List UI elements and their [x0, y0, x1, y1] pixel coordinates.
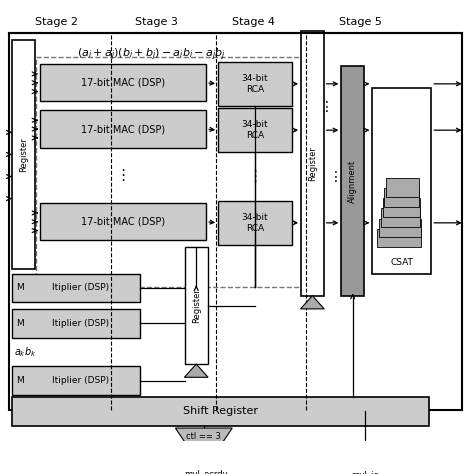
- Text: ⋮: ⋮: [320, 100, 334, 114]
- Text: ⋮: ⋮: [328, 170, 343, 183]
- Bar: [12, 366, 140, 395]
- Bar: [372, 88, 431, 273]
- Bar: [381, 209, 420, 227]
- Bar: [301, 31, 324, 296]
- Text: 17-bit MAC (DSP): 17-bit MAC (DSP): [81, 124, 165, 134]
- Bar: [12, 273, 140, 302]
- Text: 17-bit MAC (DSP): 17-bit MAC (DSP): [81, 217, 165, 227]
- Bar: [40, 203, 206, 240]
- Bar: [383, 199, 420, 217]
- Polygon shape: [184, 364, 208, 377]
- Bar: [384, 188, 419, 207]
- Bar: [40, 110, 206, 148]
- Bar: [9, 33, 462, 410]
- Bar: [36, 57, 310, 287]
- Text: Stage 5: Stage 5: [339, 17, 382, 27]
- Text: ltiplier (DSP): ltiplier (DSP): [52, 376, 109, 385]
- Text: Stage 3: Stage 3: [135, 17, 178, 27]
- Text: mul_ic: mul_ic: [351, 470, 379, 474]
- Polygon shape: [301, 296, 324, 309]
- Text: M: M: [17, 283, 24, 292]
- Text: $a_k b_k$: $a_k b_k$: [14, 345, 37, 359]
- Bar: [341, 66, 364, 296]
- Text: Alignment: Alignment: [348, 159, 357, 202]
- Text: Register: Register: [308, 146, 317, 181]
- Text: 34-bit
RCA: 34-bit RCA: [241, 213, 268, 233]
- Bar: [377, 228, 421, 247]
- Text: CSAT: CSAT: [390, 258, 413, 267]
- Text: Stage 4: Stage 4: [232, 17, 275, 27]
- Bar: [218, 62, 292, 106]
- Polygon shape: [175, 428, 232, 446]
- Bar: [218, 108, 292, 152]
- Text: Stage 2: Stage 2: [36, 17, 78, 27]
- Bar: [12, 397, 429, 426]
- Bar: [12, 309, 140, 337]
- Bar: [379, 219, 421, 237]
- Text: ltiplier (DSP): ltiplier (DSP): [52, 283, 109, 292]
- Text: Register: Register: [19, 137, 27, 172]
- Bar: [40, 64, 206, 101]
- Text: Shift Register: Shift Register: [183, 407, 258, 417]
- Text: 34-bit
RCA: 34-bit RCA: [241, 120, 268, 140]
- Text: 34-bit
RCA: 34-bit RCA: [241, 74, 268, 94]
- Text: mul_ocrdy: mul_ocrdy: [184, 470, 228, 474]
- Text: ⋮: ⋮: [116, 168, 131, 183]
- Text: 17-bit MAC (DSP): 17-bit MAC (DSP): [81, 78, 165, 88]
- Text: M: M: [17, 319, 24, 328]
- Bar: [218, 201, 292, 245]
- Text: $(a_i + a_j)(b_i + b_j) - a_ib_i - a_jb_j$: $(a_i + a_j)(b_i + b_j) - a_ib_i - a_jb_…: [77, 47, 226, 64]
- Text: ltiplier (DSP): ltiplier (DSP): [52, 319, 109, 328]
- Text: ⋮: ⋮: [247, 169, 263, 184]
- Text: M: M: [17, 376, 24, 385]
- Bar: [185, 247, 208, 364]
- Bar: [12, 40, 35, 269]
- Bar: [386, 178, 419, 197]
- Text: Register: Register: [192, 288, 201, 323]
- Text: ctl == 3: ctl == 3: [186, 432, 221, 441]
